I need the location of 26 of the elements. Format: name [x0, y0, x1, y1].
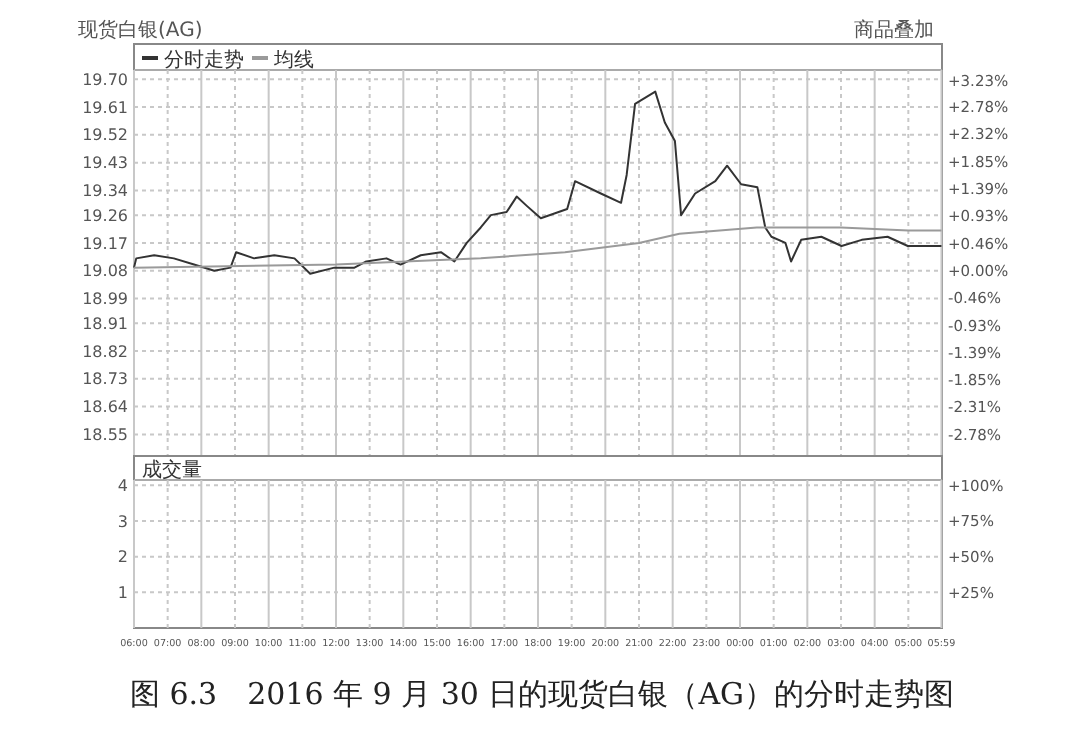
y-tick-label: 1: [117, 583, 128, 602]
text: 商品叠加: [854, 18, 934, 42]
chart-title: 现货白银(AG): [78, 18, 203, 42]
y-tick-label: 19.61: [82, 98, 128, 117]
y-tick-label: 19.43: [82, 154, 128, 173]
y-tick-label: 19.52: [82, 126, 128, 145]
line-series: [133, 226, 943, 269]
line-series: [133, 90, 943, 275]
y-tick-label: 19.17: [82, 234, 128, 253]
y-tick-label: 19.08: [82, 262, 128, 281]
y-tick-label: 18.99: [82, 290, 128, 309]
y-tick-label: 3: [117, 512, 128, 531]
y-tick-label: 18.64: [82, 398, 128, 417]
legend-label: 分时走势: [164, 48, 244, 72]
y-tick-label: 19.34: [82, 182, 128, 201]
y-tick-label: 18.91: [82, 314, 128, 333]
y-tick-label: 19.70: [82, 70, 128, 89]
chart-title: 成交量: [142, 458, 202, 482]
y-tick-label: 19.26: [82, 206, 128, 225]
y-tick-label: 2: [117, 548, 128, 567]
y-tick-label: 4: [117, 476, 128, 495]
text: 图 6.3 2016 年 9 月 30 日的现货白银（AG）的分时走势图: [129, 676, 955, 712]
y-tick-label: 18.55: [82, 425, 128, 444]
y-tick-label: 18.73: [82, 370, 128, 389]
y-tick-label: 18.82: [82, 342, 128, 361]
legend-label: 均线: [272, 48, 314, 72]
